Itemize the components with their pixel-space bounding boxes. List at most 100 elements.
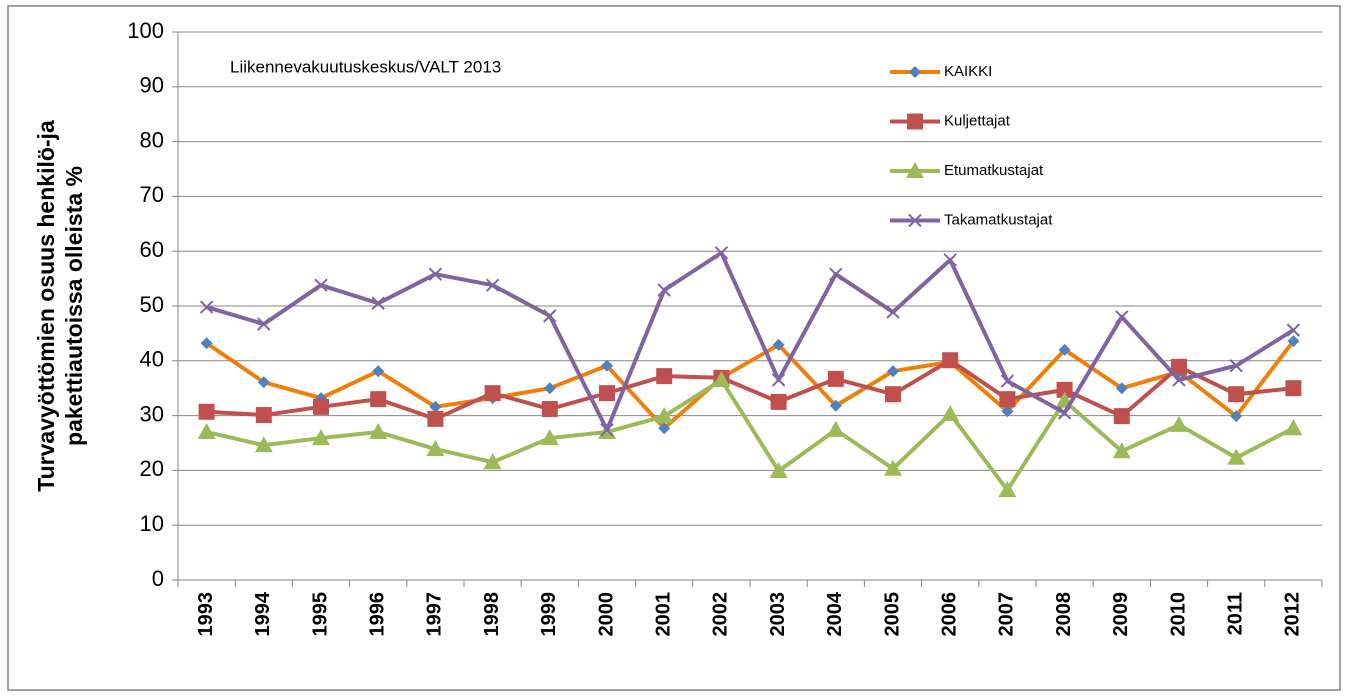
x-tick-label: 1993 <box>195 592 217 637</box>
marker <box>941 404 960 421</box>
marker <box>543 382 556 395</box>
marker <box>1172 373 1186 387</box>
x-tick-label: 2000 <box>595 592 617 637</box>
marker <box>1001 405 1014 418</box>
y-tick-label: 90 <box>140 73 164 98</box>
marker <box>1115 382 1128 395</box>
marker <box>1113 408 1130 425</box>
marker <box>1171 358 1187 375</box>
marker <box>1227 448 1246 465</box>
marker <box>199 300 214 314</box>
marker <box>998 481 1017 498</box>
x-tick-label: 1999 <box>538 592 560 637</box>
marker <box>428 267 443 281</box>
y-tick-label: 50 <box>140 292 164 317</box>
marker <box>657 283 671 297</box>
marker <box>599 385 615 402</box>
marker <box>1230 410 1243 423</box>
marker <box>886 305 900 319</box>
marker <box>600 423 614 437</box>
x-tick-label: 2001 <box>652 592 674 637</box>
marker <box>372 365 385 378</box>
marker <box>485 278 500 292</box>
annotation: Liikennevakuutuskeskus/VALT 2013 <box>230 57 501 76</box>
marker <box>257 376 270 389</box>
y-tick-label: 0 <box>152 566 164 591</box>
y-tick-label: 60 <box>140 237 164 262</box>
marker <box>483 453 502 470</box>
marker <box>887 365 899 378</box>
y-tick-label: 30 <box>140 401 164 426</box>
y-axis-label: pakettiautoissa olleista % <box>61 166 87 446</box>
marker <box>255 407 272 424</box>
x-tick-label: 1995 <box>309 592 331 637</box>
y-tick-label: 100 <box>127 18 164 43</box>
series-line <box>206 358 1294 421</box>
marker <box>714 246 729 260</box>
marker <box>1285 380 1302 397</box>
marker <box>313 398 329 415</box>
marker <box>772 338 785 351</box>
marker <box>1112 442 1131 459</box>
marker <box>769 461 788 478</box>
marker <box>942 352 959 369</box>
marker <box>826 420 845 437</box>
marker <box>200 337 213 350</box>
series-line <box>206 250 1295 432</box>
marker <box>540 429 559 446</box>
marker <box>198 403 215 420</box>
marker <box>1284 419 1303 436</box>
marker <box>197 423 216 440</box>
marker <box>541 401 558 418</box>
legend-label: Kuljettajat <box>944 112 1011 129</box>
marker <box>999 391 1016 408</box>
y-tick-label: 40 <box>140 347 164 372</box>
x-tick-label: 2002 <box>710 592 732 637</box>
x-tick-label: 2004 <box>824 591 846 636</box>
marker <box>712 370 731 387</box>
x-tick-label: 2006 <box>938 592 960 637</box>
legend-label: KAIKKI <box>944 63 992 80</box>
marker <box>1056 381 1073 398</box>
marker <box>369 423 388 440</box>
marker <box>1058 343 1071 356</box>
marker <box>655 407 674 424</box>
marker <box>543 309 557 323</box>
y-tick-label: 20 <box>140 456 164 481</box>
legend-marker <box>908 213 922 228</box>
marker <box>1287 335 1300 348</box>
marker <box>254 436 273 453</box>
marker <box>827 370 844 387</box>
marker <box>484 385 501 402</box>
marker <box>314 278 328 292</box>
y-tick-label: 70 <box>140 182 164 207</box>
x-tick-label: 2005 <box>881 592 903 637</box>
marker <box>426 440 445 457</box>
x-tick-label: 1997 <box>424 592 446 637</box>
x-tick-label: 2010 <box>1167 592 1189 637</box>
marker <box>257 317 271 331</box>
legend-marker <box>907 113 923 130</box>
marker <box>370 391 387 408</box>
marker <box>829 399 842 412</box>
y-tick-label: 80 <box>140 127 164 152</box>
x-tick-label: 2012 <box>1282 592 1304 637</box>
x-tick-label: 2009 <box>1110 592 1132 637</box>
x-tick-label: 1996 <box>366 592 388 637</box>
marker <box>1286 323 1301 337</box>
series-line <box>206 377 1295 493</box>
marker <box>884 459 902 476</box>
marker <box>658 422 671 435</box>
legend-label: Takamatkustajat <box>944 211 1053 228</box>
x-tick-label: 2007 <box>996 592 1018 637</box>
marker <box>1000 374 1015 388</box>
x-tick-label: 1998 <box>481 592 503 637</box>
legend-marker <box>909 66 921 78</box>
marker <box>829 267 843 281</box>
marker <box>1229 359 1243 373</box>
marker <box>1228 386 1245 403</box>
marker <box>312 429 330 446</box>
marker <box>771 373 786 387</box>
series-line <box>205 339 1295 431</box>
